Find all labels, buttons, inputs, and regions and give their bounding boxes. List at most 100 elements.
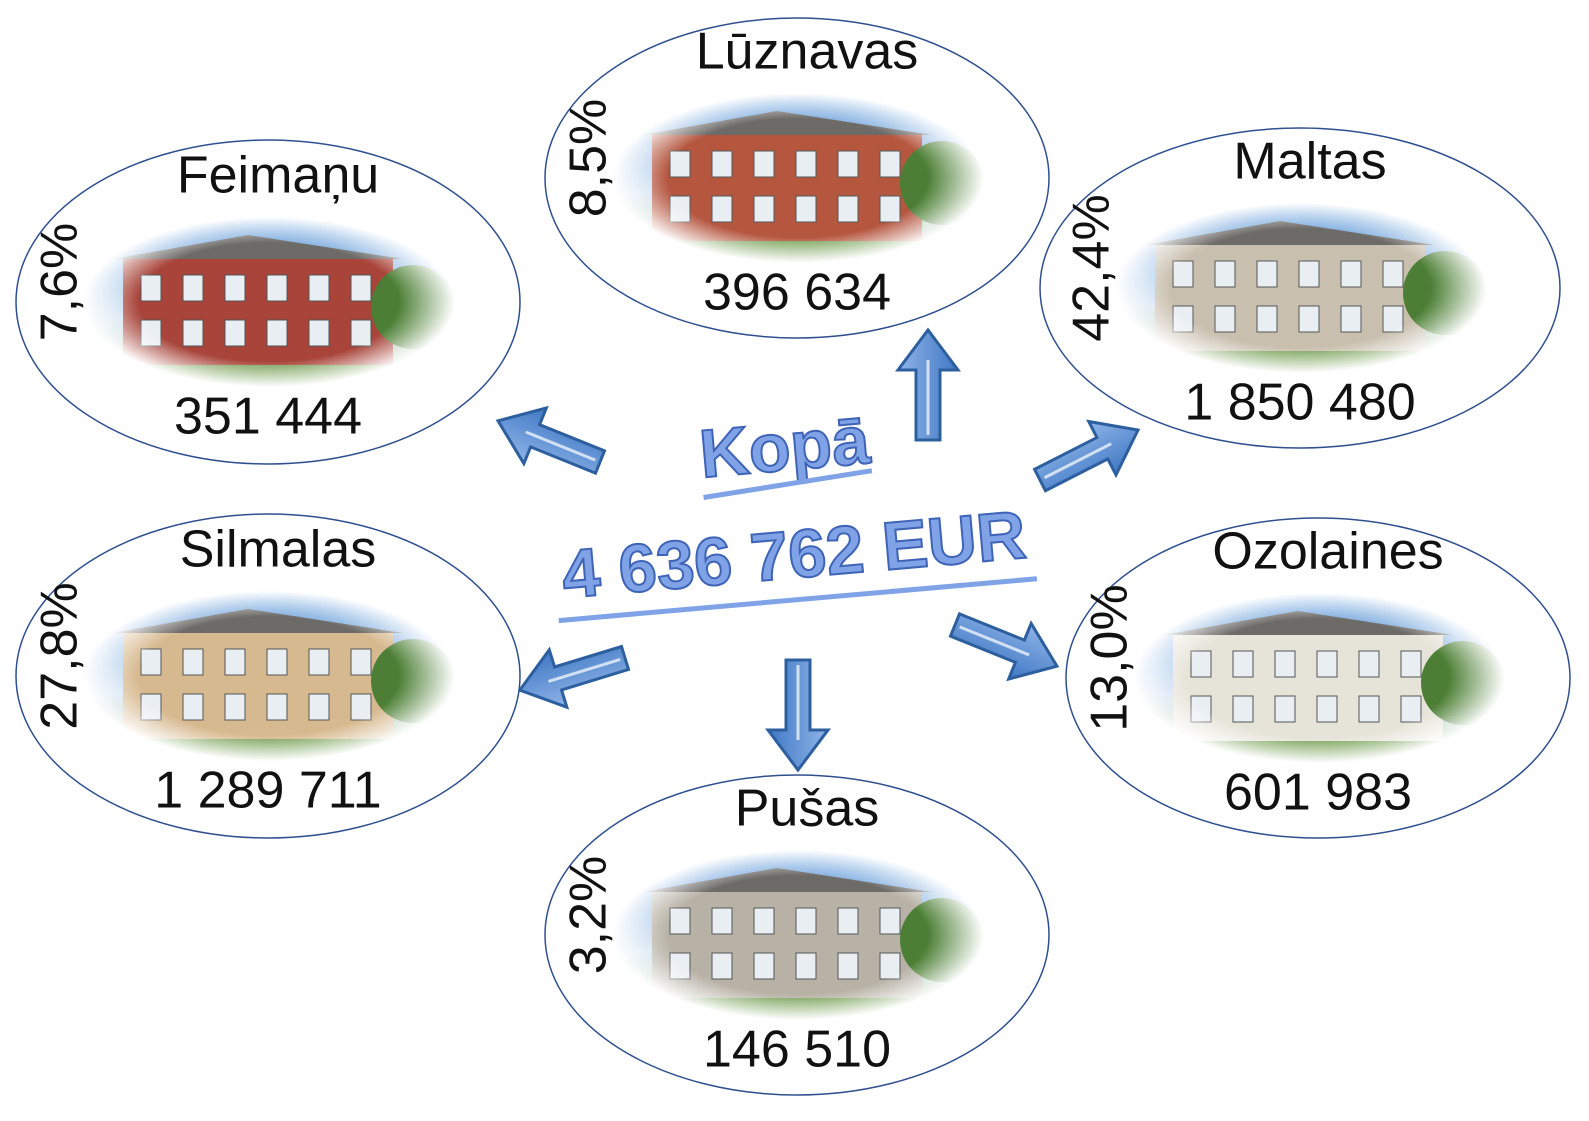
diagram: Kopā 4 636 762 EUR Lūznavas 396 634 8,5% Fe… (0, 0, 1589, 1116)
window (1257, 261, 1277, 287)
arrow (487, 393, 611, 490)
page: {"center": {"title": "Kopā", "total": "4… (0, 0, 1589, 1116)
window (754, 908, 774, 934)
window (309, 649, 329, 675)
window (225, 649, 245, 675)
ground (83, 365, 453, 387)
ground (83, 739, 453, 761)
building (1173, 633, 1443, 743)
window (1215, 306, 1235, 332)
ground (1115, 351, 1485, 373)
window (1191, 696, 1211, 722)
building (1155, 243, 1425, 353)
window (309, 320, 329, 346)
window (1317, 696, 1337, 722)
tree (1421, 641, 1505, 725)
node: Ozolaines601 98313,0% (1066, 518, 1570, 838)
window (712, 953, 732, 979)
node-name: Feimaņu (177, 147, 379, 205)
ground (1133, 741, 1503, 763)
window (351, 275, 371, 301)
window (225, 694, 245, 720)
tree (900, 141, 984, 225)
window (183, 320, 203, 346)
window (1233, 696, 1253, 722)
window (838, 908, 858, 934)
window (754, 196, 774, 222)
window (796, 151, 816, 177)
window (880, 908, 900, 934)
window (183, 275, 203, 301)
window (1191, 651, 1211, 677)
window (1401, 651, 1421, 677)
arrow (511, 629, 634, 719)
window (712, 908, 732, 934)
node-percent: 7,6% (31, 223, 89, 342)
window (1275, 651, 1295, 677)
building (123, 257, 393, 367)
node-percent: 8,5% (560, 99, 618, 218)
node-percent: 27,8% (31, 582, 89, 729)
window (1215, 261, 1235, 287)
window (141, 275, 161, 301)
window (1299, 306, 1319, 332)
window (1233, 651, 1253, 677)
window (267, 694, 287, 720)
arrow (944, 597, 1068, 694)
window (1401, 696, 1421, 722)
photo (83, 591, 455, 761)
window (141, 320, 161, 346)
window (267, 320, 287, 346)
photo (1115, 203, 1487, 373)
window (225, 275, 245, 301)
window (670, 908, 690, 934)
window (796, 196, 816, 222)
window (267, 649, 287, 675)
window (880, 151, 900, 177)
window (351, 649, 371, 675)
window (796, 908, 816, 934)
window (1275, 696, 1295, 722)
node-amount: 1 850 480 (1184, 374, 1415, 432)
node-amount: 396 634 (703, 264, 891, 322)
photo (1133, 593, 1505, 763)
window (880, 196, 900, 222)
node-name: Silmalas (180, 521, 377, 579)
node-name: Maltas (1233, 133, 1386, 191)
arrow (768, 660, 828, 770)
building (652, 890, 922, 1000)
arrow (1026, 403, 1151, 506)
node-amount: 601 983 (1224, 764, 1412, 822)
node: Feimaņu351 4447,6% (16, 140, 520, 464)
window (796, 953, 816, 979)
arrow (898, 330, 958, 440)
center-label: Kopā 4 636 762 EUR (542, 388, 1037, 620)
window (1317, 651, 1337, 677)
window (670, 953, 690, 979)
window (838, 953, 858, 979)
window (141, 694, 161, 720)
window (351, 320, 371, 346)
window (838, 196, 858, 222)
center-title: Kopā (697, 402, 874, 493)
window (267, 275, 287, 301)
window (1383, 306, 1403, 332)
photo (83, 217, 455, 387)
node-percent: 13,0% (1081, 584, 1139, 731)
tree (1403, 251, 1487, 335)
window (183, 694, 203, 720)
node-percent: 42,4% (1063, 194, 1121, 341)
node-name: Pušas (735, 780, 880, 838)
window (1341, 306, 1361, 332)
window (351, 694, 371, 720)
tree (371, 639, 455, 723)
node-name: Lūznavas (696, 23, 919, 81)
tree (900, 898, 984, 982)
center-total: 4 636 762 EUR (559, 497, 1029, 613)
window (141, 649, 161, 675)
window (1341, 261, 1361, 287)
ground (612, 998, 982, 1020)
window (1299, 261, 1319, 287)
window (225, 320, 245, 346)
